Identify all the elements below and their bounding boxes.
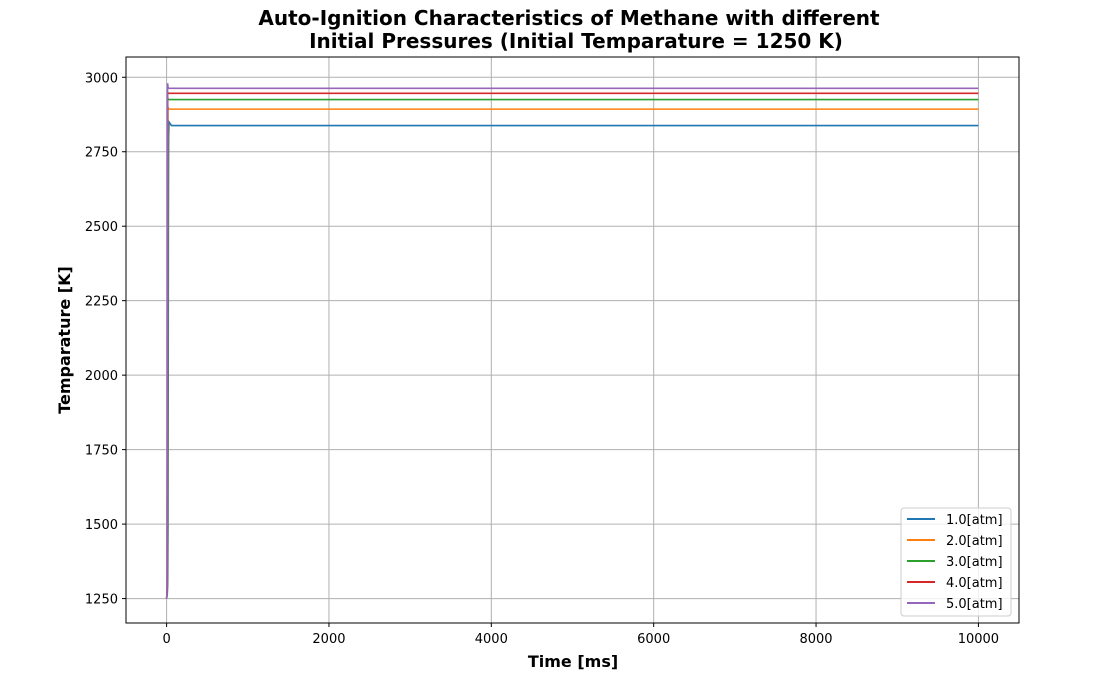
- axis-ticks: 0 2000 4000 6000 8000 10000 1250 1500 1750 2000 22…: [85, 71, 999, 647]
- y-axis-label: Temparature [K]: [55, 266, 74, 414]
- x-tick-label: 4000: [475, 632, 508, 647]
- legend-label-2: 2.0[atm]: [946, 534, 1003, 549]
- chart-title: Auto-Ignition Characteristics of Methane…: [258, 6, 880, 30]
- x-tick-label: 10000: [958, 632, 999, 647]
- x-tick-label: 2000: [312, 632, 345, 647]
- x-tick-label: 0: [162, 632, 170, 647]
- y-tick-label: 1250: [85, 593, 118, 608]
- series-line-4: [165, 91, 979, 599]
- plot-frame: [125, 56, 1020, 624]
- y-tick-label: 2500: [85, 220, 118, 235]
- legend-label-1: 1.0[atm]: [946, 513, 1003, 528]
- legend: 1.0[atm] 2.0[atm] 3.0[atm] 4.0[atm] 5.0[atm]: [900, 507, 1012, 617]
- chart-subtitle: Initial Pressures (Initial Temparature =…: [309, 29, 843, 53]
- legend-label-4: 4.0[atm]: [946, 576, 1003, 591]
- x-axis-label: Time [ms]: [528, 652, 618, 671]
- series-line-1: [165, 119, 979, 599]
- legend-label-3: 3.0[atm]: [946, 555, 1003, 570]
- x-tick-label: 6000: [637, 632, 670, 647]
- series-line-2: [165, 106, 979, 599]
- y-tick-label: 3000: [85, 71, 118, 86]
- series-line-3: [165, 97, 979, 599]
- y-tick-label: 1500: [85, 518, 118, 533]
- series-layer: [165, 83, 979, 599]
- legend-box: [900, 507, 1012, 617]
- legend-label-5: 5.0[atm]: [946, 597, 1003, 612]
- y-tick-label: 2750: [85, 146, 118, 161]
- y-tick-label: 2000: [85, 369, 118, 384]
- y-tick-label: 2250: [85, 295, 118, 310]
- series-line-5: [165, 83, 979, 599]
- x-tick-label: 8000: [799, 632, 832, 647]
- y-tick-label: 1750: [85, 444, 118, 459]
- grid-lines: [126, 57, 1019, 623]
